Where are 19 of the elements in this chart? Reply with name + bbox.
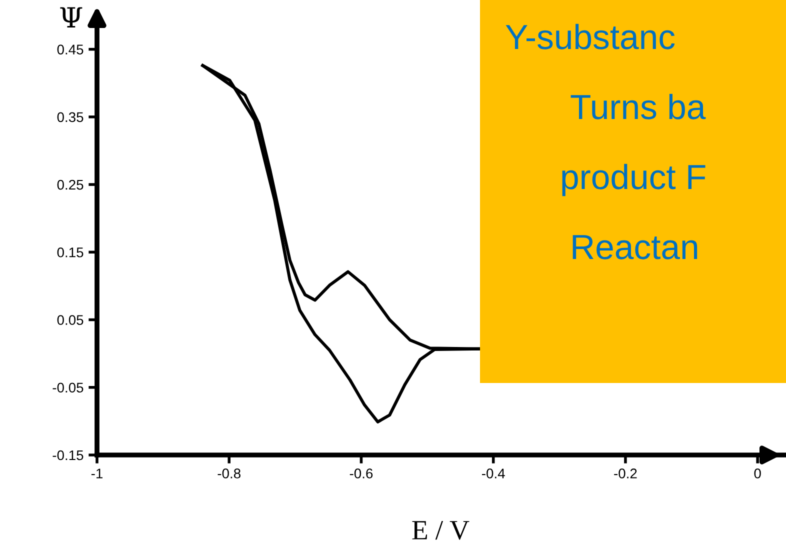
x-tick-label: 0 (754, 468, 761, 478)
x-tick-label: -0.6 (350, 468, 373, 478)
annotation: product F (562, 164, 706, 196)
y-axis-title: Ψ (60, 7, 82, 28)
x-tick-label: -0.2 (614, 468, 637, 478)
x-tick-label: -0.8 (218, 468, 240, 478)
y-tick-label: 0.25 (57, 180, 84, 190)
y-tick-label: 0.05 (57, 315, 84, 325)
annotation: Reactan (572, 235, 698, 260)
y-tick-label: 0.35 (57, 112, 84, 122)
x-axis-title: E / V (412, 520, 470, 540)
y-tick-label: -0.15 (52, 450, 84, 460)
annotation: Turns ba (570, 94, 706, 120)
annotation: Y-substanc (506, 24, 675, 50)
x-tick-label: -0.4 (482, 468, 505, 478)
y-tick-label: -0.05 (52, 382, 84, 393)
x-tick-label: -1 (91, 468, 102, 478)
y-tick-label: 0.15 (57, 247, 84, 258)
y-tick-label: 0.45 (57, 44, 84, 54)
